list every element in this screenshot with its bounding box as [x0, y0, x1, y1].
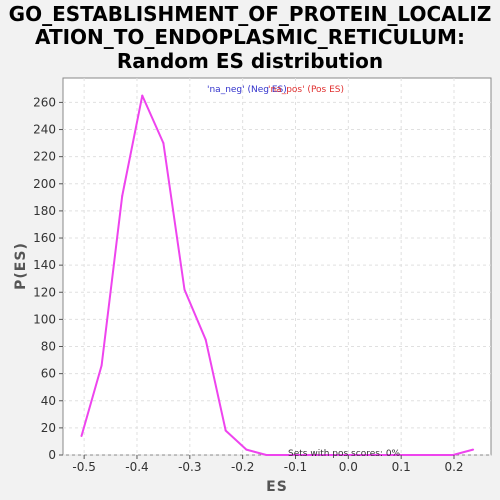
axis-ticks: -0.5 -0.4 -0.3 -0.2 -0.1 0.0 0.1 0.2 0 20 40 60 80 10… [33, 95, 463, 474]
x-tick-label: -0.1 [284, 460, 307, 474]
es-distribution-point [472, 448, 475, 451]
legend-pos-label: 'na_pos' (Pos ES) [268, 85, 344, 95]
es-distribution-point [307, 454, 310, 456]
plot-area [62, 77, 492, 456]
y-tick-label: 0 [48, 448, 56, 462]
y-tick-label: 200 [33, 177, 56, 191]
y-tick-label: 240 [33, 123, 56, 137]
es-distribution-point [286, 454, 289, 456]
es-distribution-point [348, 454, 351, 456]
pos-scores-annotation: Sets with pos scores: 0% [288, 449, 401, 459]
chart-title-line-1: GO_ESTABLISHMENT_OF_PROTEIN_LOCALIZ [9, 2, 492, 26]
series-lines [80, 94, 475, 456]
x-tick-label: -0.4 [125, 460, 148, 474]
y-tick-label: 20 [41, 421, 56, 435]
es-distribution-point [431, 454, 434, 456]
y-tick-label: 140 [33, 258, 56, 272]
grid-lines [63, 78, 491, 456]
es-distribution-point [328, 454, 331, 456]
x-tick-label: -0.2 [231, 460, 254, 474]
es-distribution-line [80, 94, 474, 456]
y-tick-label: 180 [33, 204, 56, 218]
es-distribution-point [162, 142, 165, 145]
x-tick-label: -0.5 [72, 460, 95, 474]
es-distribution-point [100, 364, 103, 367]
x-axis-label: ES [266, 479, 288, 495]
es-distribution-point [141, 94, 144, 97]
es-distribution-point [80, 435, 83, 438]
chart-title-line-3: Random ES distribution [117, 49, 383, 73]
y-tick-label: 40 [41, 394, 56, 408]
legend-neg-label: 'na_neg' (Neg ES) [207, 85, 287, 95]
y-tick-label: 160 [33, 231, 56, 245]
es-distribution-point [245, 448, 248, 451]
es-distribution-point [121, 194, 124, 197]
x-tick-label: 0.2 [444, 460, 463, 474]
es-distribution-point [204, 338, 207, 341]
es-distribution-point [411, 454, 414, 456]
y-axis-label: P(ES) [13, 242, 29, 290]
x-tick-label: -0.3 [178, 460, 201, 474]
y-tick-label: 120 [33, 285, 56, 299]
x-tick-label: 0.1 [392, 460, 411, 474]
es-distribution-point [451, 454, 454, 456]
es-distribution-point [183, 288, 186, 291]
es-distribution-point [369, 454, 372, 456]
y-tick-label: 100 [33, 312, 56, 326]
chart-title-line-2: ATION_TO_ENDOPLASMIC_RETICULUM: [35, 25, 465, 49]
y-tick-label: 220 [33, 150, 56, 164]
es-distribution-point [390, 454, 393, 456]
es-distribution-point [265, 454, 268, 456]
y-tick-label: 60 [41, 367, 56, 381]
y-tick-label: 260 [33, 95, 56, 109]
x-tick-label: 0.0 [339, 460, 358, 474]
y-tick-label: 80 [41, 340, 56, 354]
es-distribution-point [224, 429, 227, 432]
